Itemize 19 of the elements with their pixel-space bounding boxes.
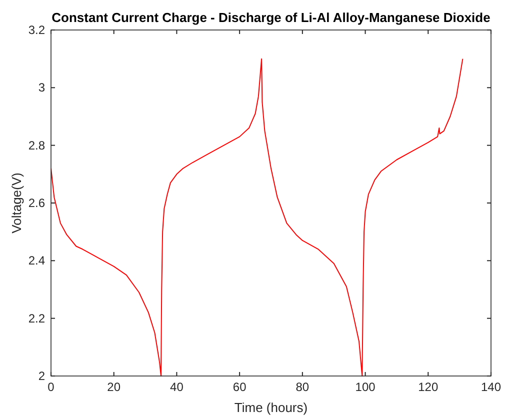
x-tick-label: 100 <box>355 380 376 394</box>
chart-title: Constant Current Charge - Discharge of Li-Al Alloy-Manganese Dioxide <box>52 10 490 25</box>
y-tick-label: 2.2 <box>28 311 46 326</box>
y-tick-label: 3 <box>38 80 46 95</box>
x-tick-label: 120 <box>418 380 438 394</box>
x-tick-label: 60 <box>232 380 247 394</box>
x-tick-label: 40 <box>170 380 184 394</box>
y-tick-label: 2 <box>38 369 46 383</box>
y-tick-label: 3.2 <box>28 23 46 37</box>
x-tick-label: 0 <box>48 380 55 394</box>
y-tick-label: 2.6 <box>28 196 46 210</box>
x-axis-title: Time (hours) <box>234 400 308 415</box>
x-tick-label: 20 <box>107 380 121 394</box>
x-tick-label: 80 <box>296 380 310 394</box>
y-tick-label: 2.4 <box>28 254 46 268</box>
y-axis-title: Voltage(V) <box>9 172 24 234</box>
line-series <box>51 58 464 376</box>
y-tick-label: 2.8 <box>28 138 46 152</box>
x-tick-label: 140 <box>480 380 502 394</box>
